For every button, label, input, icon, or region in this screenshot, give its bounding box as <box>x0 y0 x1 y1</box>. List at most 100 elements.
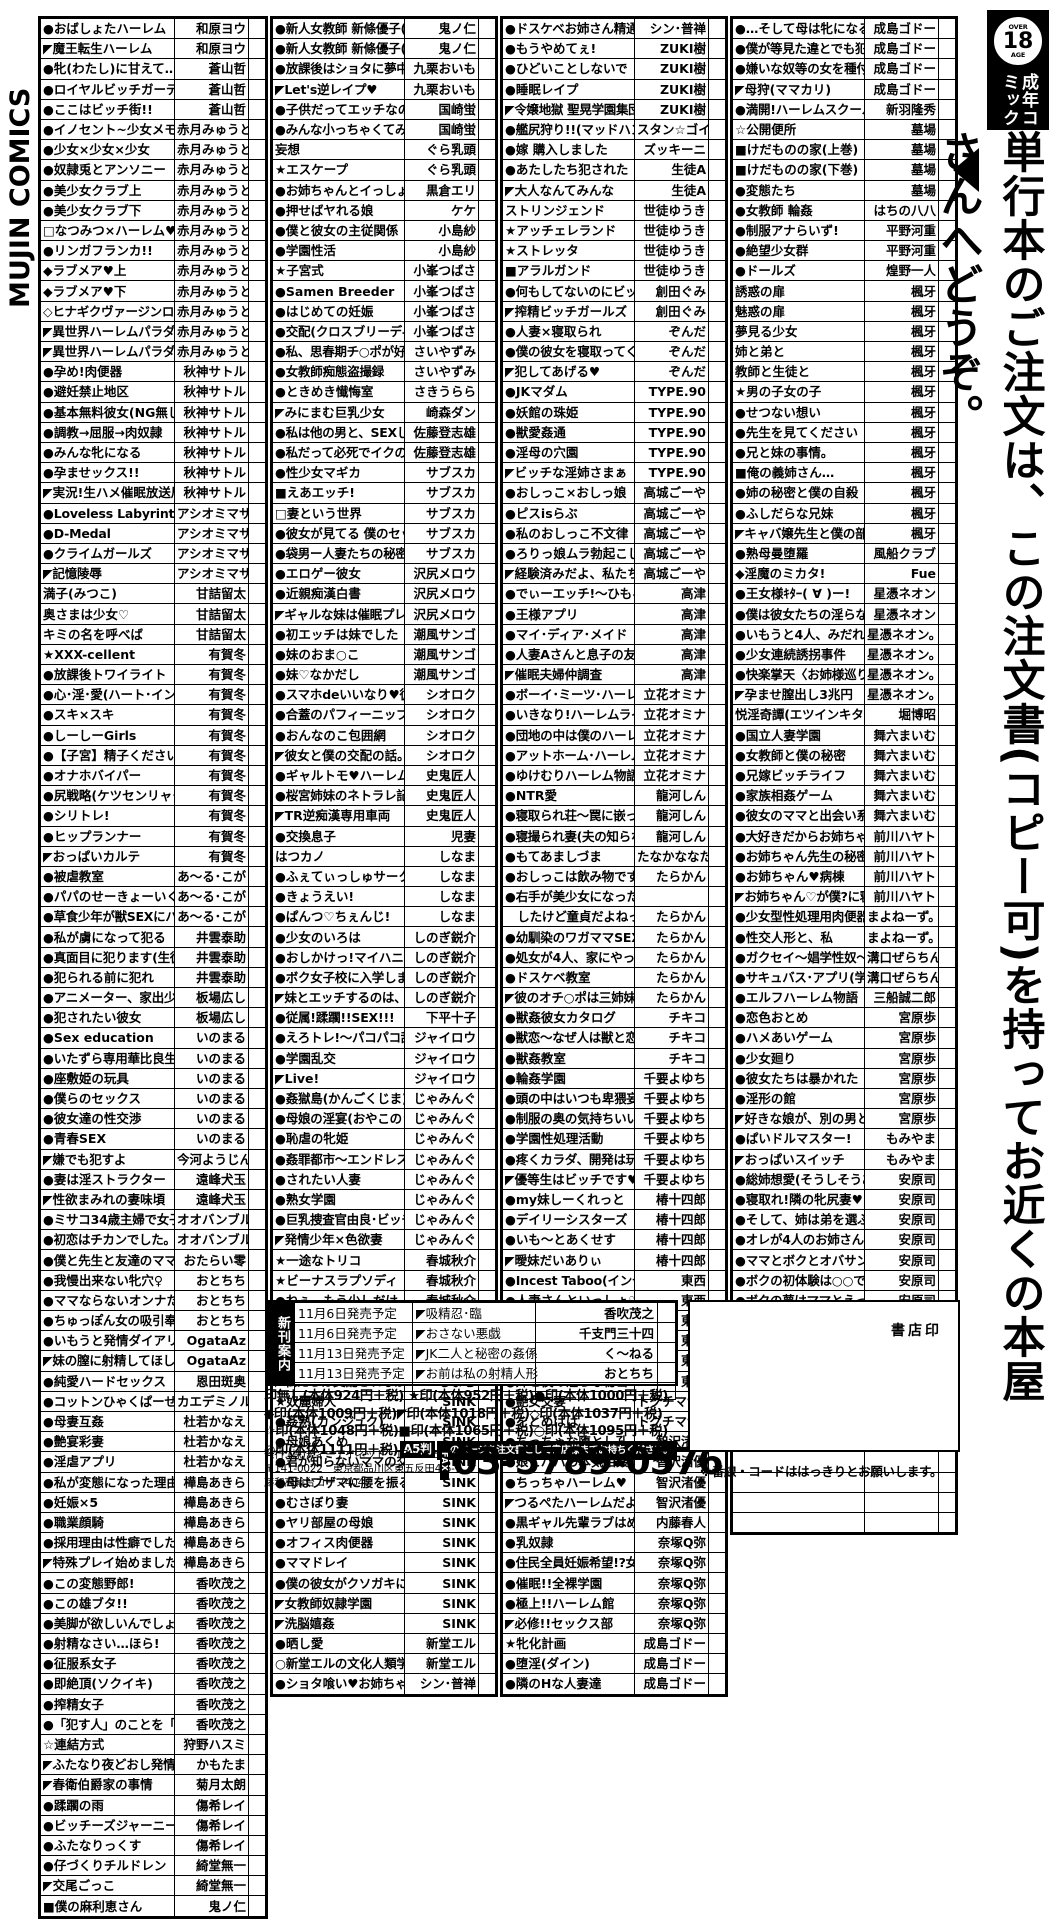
order-quantity-cell[interactable] <box>478 1511 496 1534</box>
order-quantity-cell[interactable] <box>478 1269 496 1291</box>
order-quantity-cell[interactable] <box>478 724 496 746</box>
order-quantity-cell[interactable] <box>478 462 496 484</box>
order-quantity-cell[interactable] <box>938 704 956 726</box>
order-quantity-cell[interactable] <box>248 38 266 60</box>
order-quantity-cell[interactable] <box>708 320 726 343</box>
order-quantity-cell[interactable] <box>938 1249 956 1271</box>
order-quantity-cell[interactable] <box>478 1612 496 1635</box>
order-quantity-cell[interactable] <box>248 1108 266 1130</box>
order-quantity-cell[interactable] <box>708 1552 726 1574</box>
order-quantity-cell[interactable] <box>248 906 266 928</box>
order-quantity-cell[interactable] <box>708 1632 726 1655</box>
order-quantity-cell[interactable] <box>248 361 266 383</box>
order-quantity-cell[interactable] <box>708 78 726 100</box>
order-quantity-cell[interactable] <box>708 1128 726 1150</box>
order-quantity-cell[interactable] <box>248 542 266 565</box>
order-quantity-cell[interactable] <box>478 199 496 221</box>
order-quantity-cell[interactable] <box>708 1249 726 1271</box>
order-quantity-cell[interactable] <box>248 340 266 363</box>
order-quantity-cell[interactable] <box>248 1431 266 1453</box>
order-quantity-cell[interactable] <box>248 1855 266 1877</box>
order-quantity-cell[interactable] <box>938 260 956 282</box>
order-quantity-cell[interactable] <box>248 1612 266 1635</box>
order-quantity-cell[interactable] <box>478 1552 496 1574</box>
order-quantity-cell[interactable] <box>248 825 266 847</box>
order-quantity-cell[interactable] <box>478 98 496 120</box>
order-quantity-cell[interactable] <box>248 1511 266 1534</box>
order-quantity-cell[interactable] <box>938 1047 956 1069</box>
order-quantity-cell[interactable] <box>708 724 726 746</box>
order-quantity-cell[interactable] <box>248 1390 266 1412</box>
order-quantity-cell[interactable] <box>938 401 956 423</box>
order-quantity-cell[interactable] <box>478 502 496 524</box>
order-quantity-cell[interactable] <box>478 603 496 625</box>
order-quantity-cell[interactable] <box>478 78 496 100</box>
order-quantity-cell[interactable] <box>248 240 266 262</box>
order-quantity-cell[interactable] <box>248 1632 266 1655</box>
order-quantity-cell[interactable] <box>248 886 266 908</box>
order-quantity-cell[interactable] <box>248 805 266 827</box>
order-quantity-cell[interactable] <box>708 1148 726 1170</box>
order-quantity-cell[interactable] <box>938 886 956 908</box>
order-quantity-cell[interactable] <box>248 785 266 807</box>
order-quantity-cell[interactable] <box>938 1491 956 1513</box>
order-quantity-cell[interactable] <box>938 1229 956 1251</box>
order-quantity-cell[interactable] <box>248 1209 266 1231</box>
order-quantity-cell[interactable] <box>708 1229 726 1251</box>
order-quantity-cell[interactable] <box>938 744 956 766</box>
order-quantity-cell[interactable] <box>938 926 956 948</box>
order-quantity-cell[interactable] <box>938 1128 956 1150</box>
order-quantity-cell[interactable] <box>708 926 726 948</box>
order-quantity-cell[interactable] <box>478 946 496 968</box>
order-quantity-cell[interactable] <box>248 1834 266 1857</box>
order-quantity-cell[interactable] <box>248 1148 266 1170</box>
order-quantity-cell[interactable] <box>708 17 726 40</box>
order-quantity-cell[interactable] <box>248 1229 266 1251</box>
order-quantity-cell[interactable] <box>708 1047 726 1069</box>
order-quantity-cell[interactable] <box>478 643 496 666</box>
order-quantity-cell[interactable] <box>708 865 726 888</box>
shop-stamp-box[interactable]: 書店印 <box>688 1300 960 1452</box>
order-quantity-cell[interactable] <box>938 38 956 60</box>
order-quantity-cell[interactable] <box>478 1148 496 1170</box>
order-quantity-cell[interactable] <box>248 1047 266 1069</box>
order-quantity-cell[interactable] <box>708 340 726 363</box>
order-quantity-cell[interactable] <box>708 825 726 847</box>
order-quantity-cell[interactable] <box>708 1491 726 1513</box>
order-quantity-cell[interactable] <box>248 1309 266 1332</box>
order-quantity-cell[interactable] <box>478 1128 496 1150</box>
order-quantity-cell[interactable] <box>248 865 266 888</box>
order-quantity-cell[interactable] <box>708 1471 726 1493</box>
order-quantity-cell[interactable] <box>708 906 726 928</box>
order-quantity-cell[interactable] <box>708 1653 726 1675</box>
order-quantity-cell[interactable] <box>478 421 496 443</box>
order-quantity-cell[interactable] <box>478 300 496 322</box>
order-quantity-cell[interactable] <box>248 1007 266 1029</box>
order-quantity-cell[interactable] <box>478 1532 496 1554</box>
order-quantity-cell[interactable] <box>708 1209 726 1231</box>
order-quantity-cell[interactable] <box>938 764 956 787</box>
order-quantity-cell[interactable] <box>248 139 266 161</box>
order-quantity-cell[interactable] <box>478 1592 496 1614</box>
order-quantity-cell[interactable] <box>938 1148 956 1170</box>
order-quantity-cell[interactable] <box>478 179 496 201</box>
order-quantity-cell[interactable] <box>478 1007 496 1029</box>
order-quantity-cell[interactable] <box>708 1108 726 1130</box>
order-quantity-cell[interactable] <box>248 1572 266 1594</box>
order-quantity-cell[interactable] <box>938 1511 956 1534</box>
order-quantity-cell[interactable] <box>708 240 726 262</box>
order-quantity-cell[interactable] <box>708 986 726 1009</box>
order-quantity-cell[interactable] <box>248 563 266 585</box>
order-quantity-cell[interactable] <box>708 684 726 706</box>
order-quantity-cell[interactable] <box>478 563 496 585</box>
order-quantity-cell[interactable] <box>708 139 726 161</box>
order-quantity-cell[interactable] <box>248 1087 266 1110</box>
order-quantity-cell[interactable] <box>248 159 266 181</box>
order-quantity-cell[interactable] <box>708 1087 726 1110</box>
order-quantity-cell[interactable] <box>478 1653 496 1675</box>
order-quantity-cell[interactable] <box>248 1814 266 1836</box>
order-quantity-cell[interactable] <box>248 280 266 302</box>
order-quantity-cell[interactable] <box>248 441 266 464</box>
order-quantity-cell[interactable] <box>657 1362 676 1383</box>
order-quantity-cell[interactable] <box>248 462 266 484</box>
